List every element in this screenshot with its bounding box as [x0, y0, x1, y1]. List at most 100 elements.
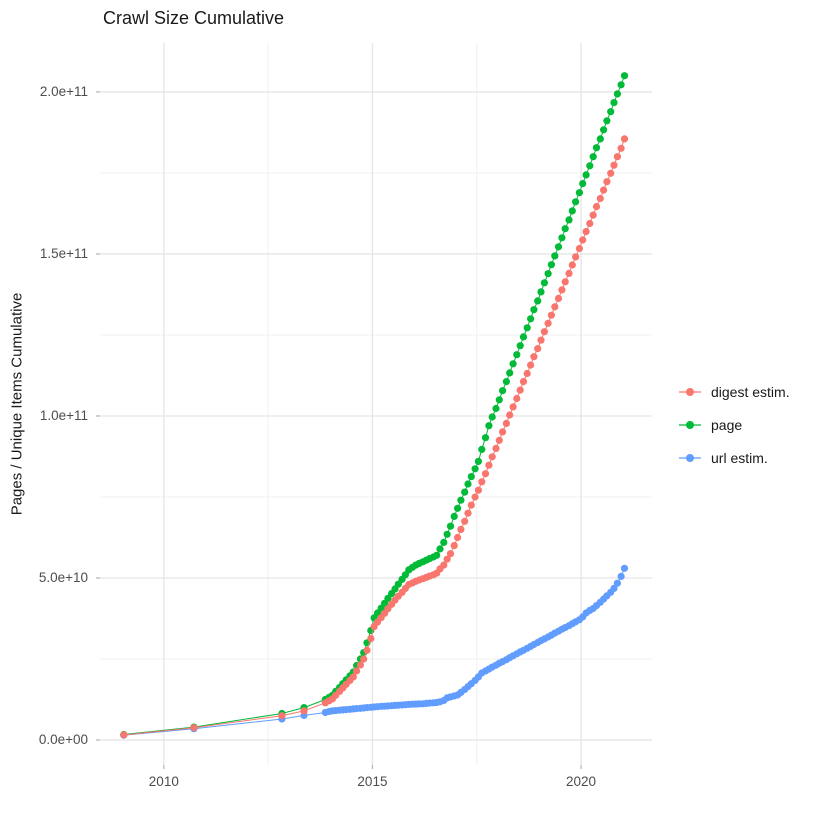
data-point [471, 465, 479, 473]
y-tick-label: 2.0e+11 [39, 83, 88, 99]
data-point [537, 288, 545, 296]
data-point [551, 303, 559, 311]
data-point [367, 635, 375, 643]
data-point [495, 436, 503, 444]
series-url-estim- [120, 564, 629, 739]
data-point [617, 144, 625, 152]
data-point [506, 411, 514, 419]
data-point [446, 522, 455, 530]
data-point [620, 564, 629, 572]
x-tick-label: 2020 [566, 774, 597, 789]
data-point [586, 162, 594, 170]
data-point [509, 360, 517, 368]
data-point [586, 219, 594, 228]
chart-title: Crawl Size Cumulative [103, 8, 285, 28]
data-point [436, 545, 444, 553]
data-point [613, 579, 622, 587]
legend-key-icon [679, 387, 701, 396]
data-point [620, 72, 629, 80]
data-point [440, 561, 448, 569]
data-point [353, 667, 361, 675]
data-point [443, 530, 451, 538]
data-point [617, 81, 625, 89]
data-point [537, 336, 545, 344]
data-point [527, 315, 535, 323]
data-point [513, 351, 521, 359]
legend-key-icon [679, 453, 701, 462]
data-point [565, 269, 573, 277]
legend-label: url estim. [711, 449, 768, 466]
data-point [120, 731, 128, 739]
data-point [516, 342, 524, 350]
data-point [579, 236, 587, 244]
legend-key-icon [679, 420, 701, 429]
data-point [592, 144, 601, 152]
data-point [530, 353, 538, 361]
data-point [592, 203, 601, 211]
data-point [613, 90, 622, 98]
data-point [519, 378, 528, 386]
data-point [572, 198, 580, 206]
data-point [527, 361, 535, 369]
data-point [461, 488, 469, 496]
data-point [603, 117, 611, 125]
data-point [610, 161, 618, 169]
major-gridlines [100, 43, 652, 765]
x-tick-label: 2010 [148, 774, 179, 789]
x-tick-label: 2015 [357, 774, 388, 789]
data-point [600, 126, 608, 134]
data-point [363, 646, 371, 654]
data-point [561, 278, 569, 286]
data-point [467, 501, 475, 509]
data-point [450, 512, 458, 521]
data-point [454, 504, 462, 512]
legend-label: page [711, 416, 743, 433]
data-point [502, 378, 510, 386]
data-point [554, 294, 563, 302]
data-point [300, 707, 308, 715]
data-point [461, 517, 469, 525]
data-point [558, 234, 566, 242]
y-tick-label: 1.5e+11 [39, 245, 88, 261]
y-tick-label: 0.0e+00 [38, 732, 88, 748]
data-point [499, 387, 507, 395]
minor-gridlines [100, 43, 652, 765]
data-point [446, 550, 455, 558]
data-point [481, 434, 490, 442]
data-point [360, 655, 368, 663]
data-point [474, 457, 482, 465]
data-point [561, 225, 569, 233]
data-point [481, 470, 490, 478]
legend-item: url estim. [678, 441, 790, 474]
data-point [620, 135, 629, 143]
series-digest-estim- [120, 135, 629, 739]
data-point [454, 533, 462, 542]
data-point [534, 297, 542, 305]
data-point [478, 445, 486, 453]
data-point [485, 461, 493, 469]
data-point [617, 572, 625, 581]
data-point [457, 496, 465, 504]
data-point [519, 333, 528, 341]
legend-item: page [678, 408, 790, 441]
data-point [547, 311, 556, 319]
data-point [568, 261, 576, 269]
data-point [457, 525, 465, 534]
data-point [534, 345, 542, 353]
data-point [471, 493, 479, 501]
data-point [502, 419, 510, 427]
data-point [582, 228, 590, 236]
data-point [554, 243, 563, 251]
data-point [544, 319, 552, 327]
data-point [443, 555, 451, 563]
axis-tick-marks [96, 91, 582, 769]
legend-label: digest estim. [711, 383, 790, 400]
data-point [278, 712, 286, 720]
data-point [478, 478, 486, 486]
data-point [513, 394, 521, 403]
data-point [450, 542, 458, 550]
data-point [530, 306, 538, 314]
data-point [356, 661, 364, 669]
data-point [547, 261, 556, 269]
